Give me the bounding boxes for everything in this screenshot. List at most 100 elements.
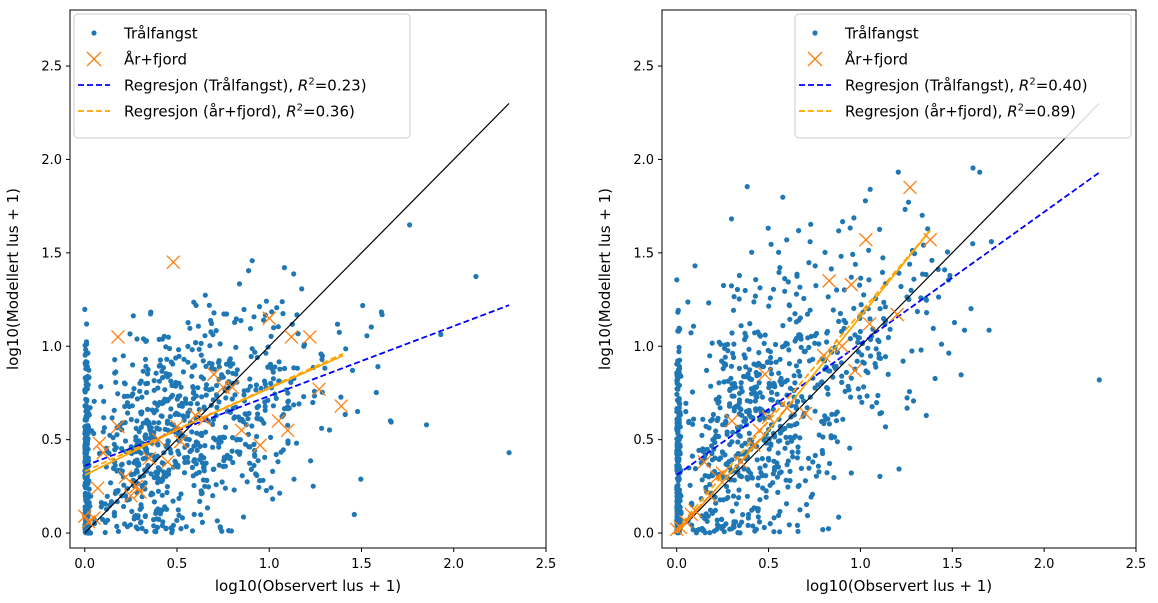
trawl-point bbox=[227, 363, 233, 369]
trawl-point bbox=[804, 311, 811, 317]
trawl-point bbox=[222, 485, 228, 491]
trawl-point bbox=[163, 344, 169, 350]
trawl-point bbox=[699, 432, 705, 438]
trawl-point bbox=[194, 447, 200, 453]
trawl-point bbox=[829, 411, 835, 417]
panel-2: 0.0 0.5 1.0 1.5 2.0 2.5 0.0 0.5 1.0 1.5 2.0 2.5 log1… bbox=[596, 9, 1146, 595]
trawl-point bbox=[761, 524, 767, 531]
trawl-point bbox=[275, 459, 281, 465]
trawl-point bbox=[229, 435, 236, 441]
trawl-point bbox=[779, 344, 786, 350]
trawl-point bbox=[176, 380, 182, 386]
trawl-point bbox=[127, 522, 133, 528]
trawl-point bbox=[189, 373, 195, 379]
trawl-point bbox=[109, 415, 115, 421]
trawl-point bbox=[165, 427, 171, 433]
trawl-point bbox=[852, 261, 859, 267]
trawl-point bbox=[848, 394, 854, 400]
trawl-point bbox=[873, 346, 879, 352]
y-tick-label: 0.5 bbox=[41, 433, 62, 448]
trawl-point bbox=[249, 423, 255, 429]
trawl-point bbox=[268, 485, 274, 491]
trawl-point bbox=[201, 404, 207, 410]
trawl-point bbox=[826, 421, 833, 427]
trawl-point bbox=[223, 455, 229, 461]
trawl-point bbox=[282, 365, 288, 372]
x-tick-label: 2.5 bbox=[536, 557, 557, 572]
trawl-point bbox=[230, 459, 236, 466]
trawl-point bbox=[727, 477, 734, 483]
trawl-point bbox=[707, 353, 713, 359]
trawl-point bbox=[716, 380, 722, 386]
trawl-point bbox=[85, 373, 91, 379]
trawl-point bbox=[319, 425, 325, 431]
trawl-point bbox=[202, 292, 208, 298]
trawl-point bbox=[219, 372, 225, 378]
trawl-point bbox=[726, 403, 733, 409]
year-fjord-point bbox=[166, 255, 181, 270]
trawl-point bbox=[725, 378, 731, 384]
trawl-point bbox=[873, 364, 879, 370]
trawl-point bbox=[731, 477, 738, 483]
trawl-point bbox=[700, 416, 706, 422]
trawl-point bbox=[101, 415, 107, 421]
year-fjord-point bbox=[724, 414, 739, 428]
trawl-point bbox=[754, 505, 760, 512]
trawl-point bbox=[907, 261, 913, 267]
trawl-point bbox=[310, 399, 316, 406]
trawl-point bbox=[742, 287, 748, 294]
trawl-point bbox=[794, 455, 801, 461]
trawl-point bbox=[129, 403, 135, 409]
trawl-point bbox=[746, 468, 752, 474]
year-fjord-point bbox=[284, 329, 299, 344]
trawl-point bbox=[193, 442, 199, 448]
trawl-point bbox=[82, 387, 88, 393]
trawl-point bbox=[855, 349, 862, 355]
trawl-point bbox=[208, 317, 214, 324]
trawl-point bbox=[358, 476, 364, 482]
trawl-point bbox=[247, 444, 253, 450]
trawl-point bbox=[253, 382, 259, 388]
trawl-point bbox=[83, 424, 89, 430]
trawl-point bbox=[827, 460, 833, 467]
trawl-point bbox=[707, 530, 713, 536]
trawl-point bbox=[215, 360, 222, 366]
trawl-point bbox=[824, 470, 830, 476]
trawl-point bbox=[783, 434, 789, 440]
trawl-point bbox=[172, 458, 178, 464]
trawl-point bbox=[970, 241, 976, 247]
trawl-point bbox=[848, 375, 855, 381]
trawl-point bbox=[129, 508, 135, 514]
trawl-point bbox=[834, 439, 841, 445]
trawl-point bbox=[806, 260, 812, 266]
trawl-point bbox=[686, 418, 692, 424]
trawl-point bbox=[191, 482, 197, 489]
trawl-point bbox=[841, 287, 848, 293]
trawl-point bbox=[775, 438, 782, 444]
trawl-point bbox=[108, 480, 114, 486]
trawl-point bbox=[733, 501, 740, 507]
trawl-point bbox=[270, 376, 276, 382]
trawl-point bbox=[249, 346, 255, 352]
trawl-point bbox=[194, 401, 200, 407]
trawl-point bbox=[725, 341, 731, 347]
trawl-point bbox=[793, 319, 800, 325]
legend-item: Regresjon (år+fjord), R2=0.89) bbox=[799, 103, 1076, 121]
trawl-point bbox=[175, 431, 181, 437]
trawl-point bbox=[170, 498, 176, 504]
trawl-point bbox=[247, 376, 253, 382]
legend-item: Trålfangst bbox=[91, 25, 198, 43]
trawl-point bbox=[233, 344, 239, 350]
trawl-point bbox=[748, 386, 754, 392]
trawl-point bbox=[147, 427, 153, 433]
trawl-point bbox=[674, 503, 680, 509]
trawl-point bbox=[770, 430, 777, 437]
trawl-point bbox=[240, 514, 247, 520]
trawl-point bbox=[271, 325, 277, 331]
trawl-point bbox=[245, 416, 251, 422]
trawl-point bbox=[251, 441, 257, 447]
trawl-point bbox=[200, 465, 207, 471]
trawl-point bbox=[716, 456, 722, 462]
trawl-point bbox=[198, 340, 204, 346]
trawl-point bbox=[169, 392, 176, 398]
